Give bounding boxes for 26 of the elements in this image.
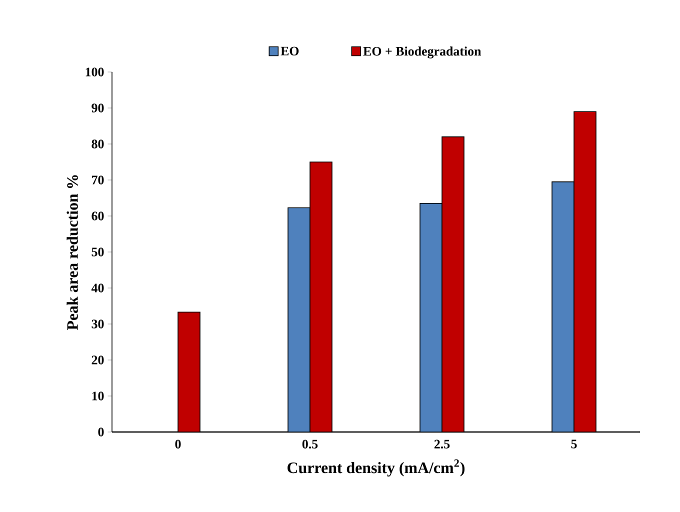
bar: [552, 181, 574, 432]
legend-label: EO: [280, 46, 299, 56]
bar: [178, 312, 200, 432]
bar: [442, 136, 464, 432]
y-tick-label: 80: [92, 140, 104, 148]
bar: [288, 207, 310, 432]
y-tick-label: 40: [91, 284, 104, 292]
y-tick-label: 90: [92, 104, 104, 112]
x-tick-label: 5: [571, 440, 577, 448]
x-axis-title: Current density (mA/cm$^{2}$): [288, 459, 465, 476]
x-tick-label: 2.5: [434, 440, 450, 449]
y-tick-label: 0: [98, 428, 104, 436]
y-tick-label: 100: [86, 68, 104, 76]
bar: [310, 162, 332, 432]
y-axis-title: Peak area reduction %: [66, 175, 78, 330]
y-tick-label: 10: [92, 392, 104, 400]
y-tick-label: 30: [92, 320, 104, 328]
legend-label: EO + Biodegradation: [363, 46, 482, 58]
y-tick-label: 60: [92, 212, 104, 220]
y-tick-label: 20: [92, 356, 104, 364]
x-tick-label: 0.5: [302, 440, 318, 449]
y-tick-label: 50: [92, 248, 104, 256]
y-tick-label: 70: [92, 176, 104, 184]
bar: [574, 111, 596, 432]
bar: [420, 203, 442, 432]
x-tick-label: 0: [175, 440, 181, 449]
